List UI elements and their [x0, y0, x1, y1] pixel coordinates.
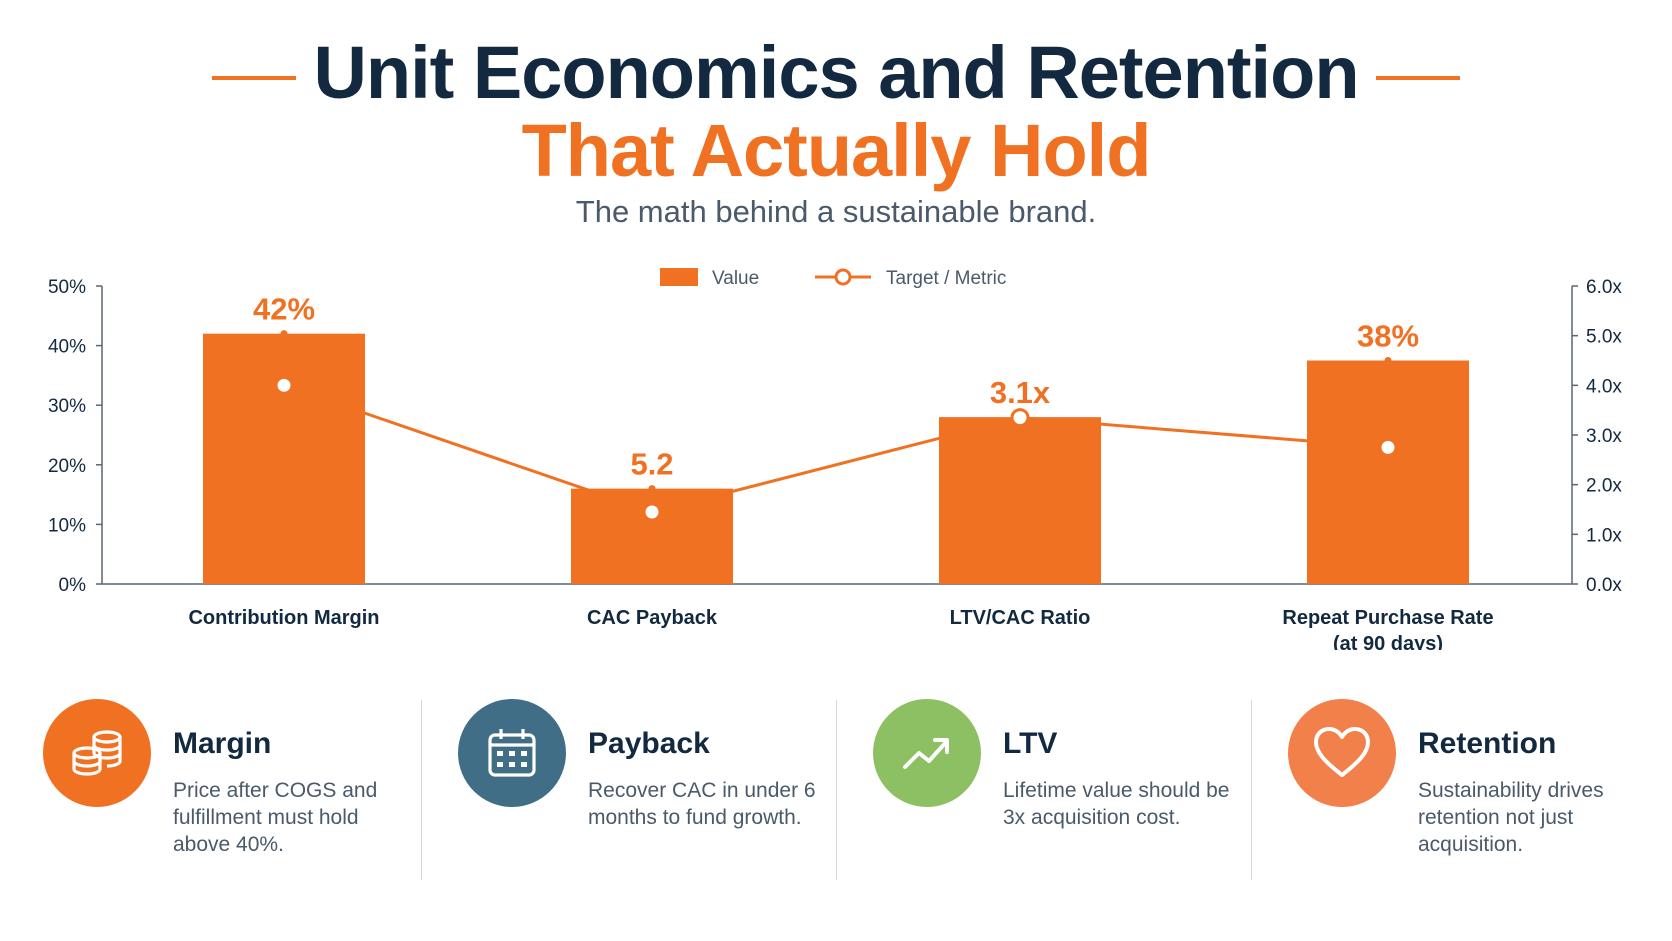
right-tick-label: 4.0x	[1586, 376, 1622, 397]
card-payback: Payback Recover CAC in under 6 months to…	[458, 695, 858, 885]
card-divider	[421, 700, 422, 880]
right-tick-label: 3.0x	[1586, 426, 1622, 447]
left-tick-label: 30%	[48, 396, 86, 417]
data-label: 3.1x	[990, 375, 1051, 410]
title-rule-right	[1376, 76, 1460, 80]
target-marker	[1378, 437, 1398, 457]
card-title: LTV	[1003, 727, 1058, 760]
left-tick-label: 40%	[48, 337, 86, 358]
right-tick-label: 2.0x	[1586, 476, 1622, 497]
card-divider	[836, 700, 837, 880]
category-label: Contribution Margin	[188, 607, 379, 629]
target-marker	[274, 375, 294, 395]
legend-target-label: Target / Metric	[886, 268, 1006, 289]
legend-value-label: Value	[712, 268, 759, 289]
unit-economics-chart: 0% 10% 20% 30% 40% 50% 0.0x 1.0x 2.0x 3.0x 4.0x 5.0…	[48, 268, 1622, 650]
bar-top-dot	[280, 330, 288, 338]
heart-icon	[1288, 699, 1396, 807]
category-label: (at 90 days)	[1333, 633, 1443, 650]
left-tick-label: 10%	[48, 515, 86, 536]
legend-value-swatch	[660, 268, 698, 286]
right-tick-label: 0.0x	[1586, 575, 1622, 596]
card-ltv: LTV Lifetime value should be 3x acquisit…	[873, 695, 1273, 885]
left-tick-label: 50%	[48, 277, 86, 298]
title-line1: Unit Economics and Retention	[313, 31, 1359, 114]
bar	[939, 417, 1101, 584]
subtitle: The math behind a sustainable brand.	[575, 194, 1097, 229]
data-label: 42%	[253, 292, 315, 327]
card-retention: Retention Sustainability drives retentio…	[1288, 695, 1672, 885]
header: Unit Economics and Retention That Actual…	[0, 0, 1672, 240]
category-label: CAC Payback	[587, 607, 718, 629]
metric-cards: Margin Price after COGS and fulfillment …	[0, 695, 1672, 895]
coins-icon	[43, 699, 151, 807]
card-title: Retention	[1418, 727, 1557, 760]
legend-target-marker	[834, 268, 852, 286]
category-label: LTV/CAC Ratio	[950, 607, 1091, 629]
right-tick-label: 1.0x	[1586, 525, 1622, 546]
card-description: Sustainability drives retention not just…	[1418, 779, 1604, 856]
title-rule-left	[212, 76, 296, 80]
card-description: Lifetime value should be 3x acquisition …	[1003, 779, 1230, 829]
bar-top-dot	[1384, 357, 1392, 364]
title-line2: That Actually Hold	[521, 109, 1152, 192]
data-label: 5.2	[630, 447, 673, 482]
bar-top-dot	[648, 485, 656, 493]
right-tick-label: 6.0x	[1586, 277, 1622, 298]
left-tick-label: 20%	[48, 456, 86, 477]
card-margin: Margin Price after COGS and fulfillment …	[43, 695, 443, 885]
category-label: Repeat Purchase Rate	[1282, 607, 1493, 629]
right-tick-label: 5.0x	[1586, 327, 1622, 348]
data-label: 38%	[1357, 319, 1419, 354]
card-title: Margin	[173, 727, 272, 760]
calendar-icon	[458, 699, 566, 807]
card-description: Price after COGS and fulfillment must ho…	[173, 779, 378, 856]
trend-up-icon	[873, 699, 981, 807]
card-description: Recover CAC in under 6 months to fund gr…	[588, 779, 816, 829]
left-tick-label: 0%	[59, 575, 87, 596]
target-marker	[642, 502, 662, 522]
target-line	[283, 383, 1389, 514]
target-marker	[1010, 408, 1030, 428]
card-title: Payback	[588, 727, 710, 760]
card-divider	[1251, 700, 1252, 880]
